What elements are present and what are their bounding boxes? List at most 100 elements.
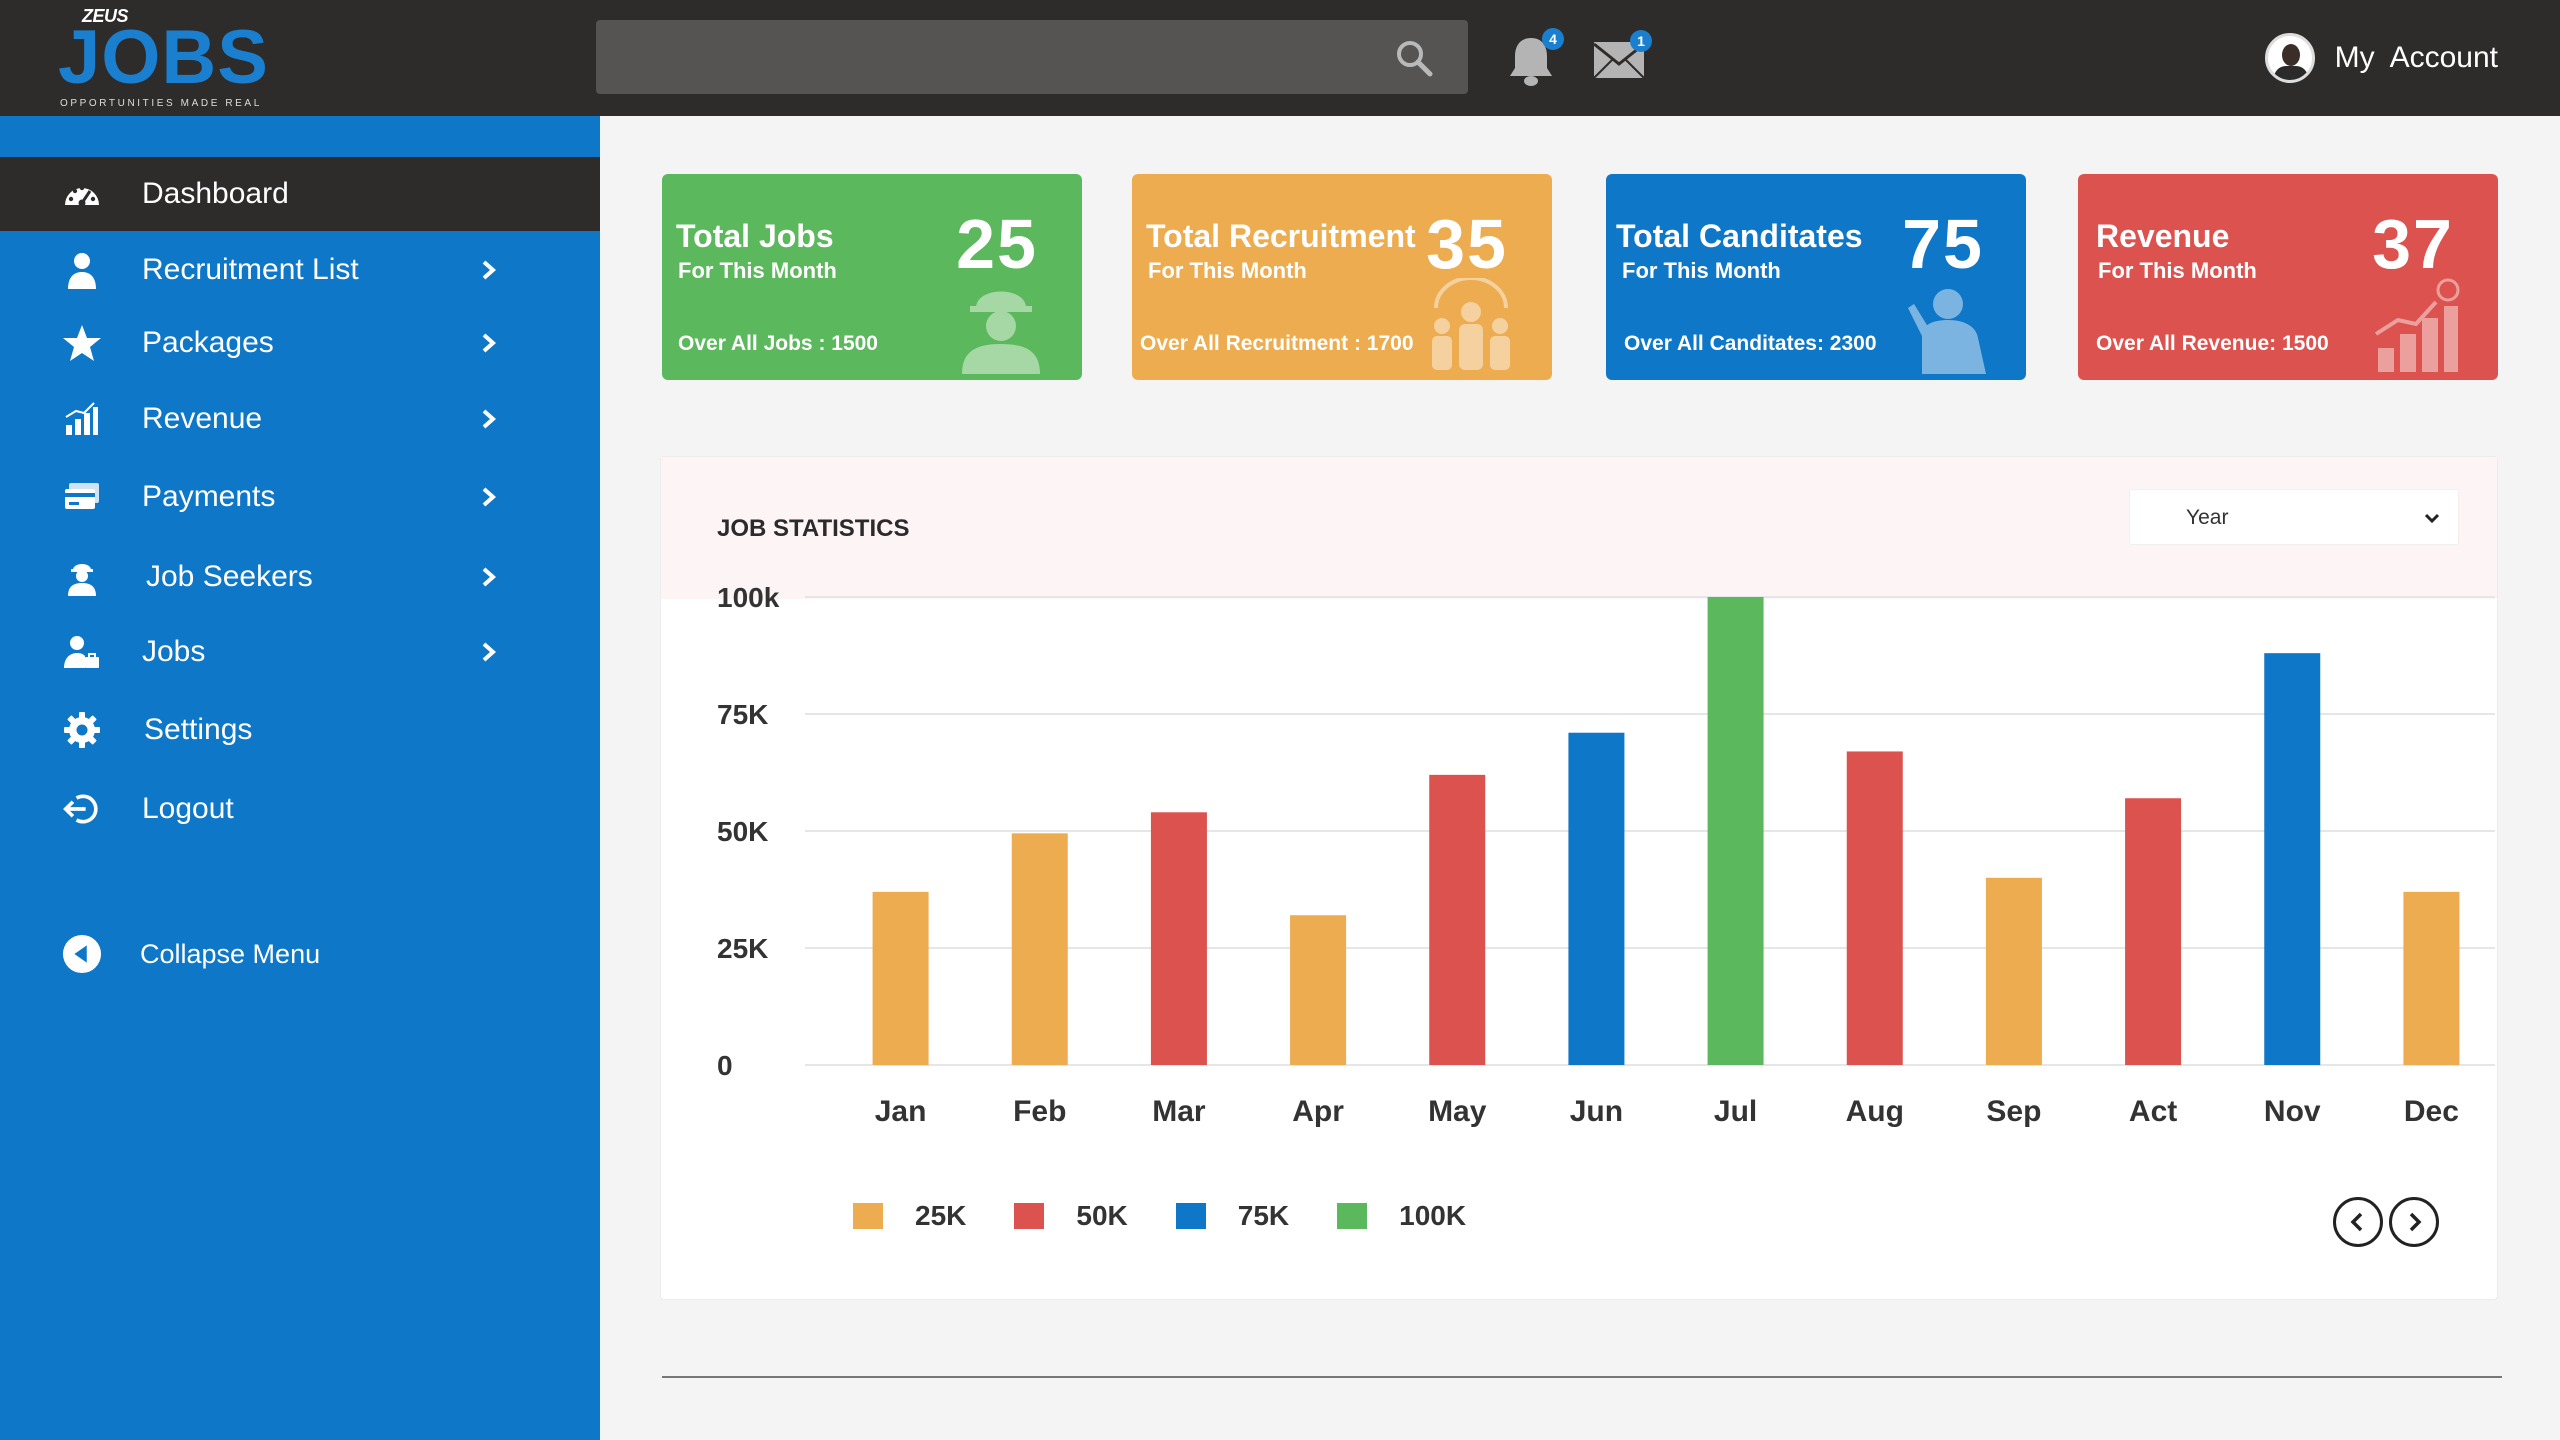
- card-footer: Over All Jobs : 1500: [678, 332, 878, 355]
- collapse-arrow-icon: [62, 934, 102, 974]
- messages-button[interactable]: 1: [1592, 30, 1652, 82]
- chart-bar: [2264, 653, 2321, 1065]
- bar-chart-icon: [62, 399, 102, 439]
- chevron-left-icon: [2350, 1212, 2363, 1232]
- sidebar-item-logout[interactable]: Logout: [0, 772, 600, 846]
- chart-bar: [1290, 915, 1347, 1065]
- x-tick-label: Dec: [2404, 1095, 2459, 1128]
- chevron-down-icon: [2424, 513, 2440, 524]
- chart-bar: [1150, 812, 1207, 1065]
- star-icon: [62, 323, 102, 363]
- x-tick-label: May: [1428, 1095, 1487, 1128]
- legend-item: 75K: [1175, 1200, 1289, 1232]
- brand-logo[interactable]: ZEUS JOBS OPPORTUNITIES MADE REAL: [58, 6, 268, 112]
- avatar[interactable]: [2264, 33, 2315, 83]
- card-title: Total Canditates: [1616, 218, 1863, 254]
- notification-count-badge: 4: [1542, 28, 1564, 50]
- sidebar-item-label: Settings: [144, 713, 253, 746]
- card-value: 25: [956, 205, 1038, 283]
- search-icon[interactable]: [1394, 38, 1434, 78]
- chevron-right-icon: [482, 567, 497, 587]
- legend-swatch: [1337, 1203, 1368, 1229]
- sidebar-item-job-seekers[interactable]: Job Seekers: [0, 540, 600, 614]
- sidebar-item-settings[interactable]: Settings: [0, 693, 600, 767]
- chart-bar: [1707, 597, 1764, 1065]
- sidebar-item-recruitment-list[interactable]: Recruitment List: [0, 233, 600, 307]
- collapse-menu-label: Collapse Menu: [140, 938, 321, 969]
- x-tick-label: Act: [2129, 1095, 2177, 1128]
- card-subtitle: For This Month: [2098, 258, 2257, 283]
- message-count-badge: 1: [1630, 30, 1652, 52]
- sidebar-item-jobs[interactable]: Jobs: [0, 615, 600, 689]
- legend-item: 50K: [1014, 1200, 1128, 1232]
- brand-tagline: OPPORTUNITIES MADE REAL: [60, 98, 262, 109]
- legend-label: 100K: [1399, 1200, 1467, 1231]
- revenue-card[interactable]: Revenue For This Month 37 Over All Reven…: [2078, 174, 2498, 380]
- sidebar-item-label: Revenue: [142, 402, 263, 435]
- sidebar-item-payments[interactable]: Payments: [0, 460, 600, 534]
- collapse-menu-button[interactable]: Collapse Menu: [0, 917, 600, 991]
- period-select[interactable]: Year: [2129, 489, 2459, 545]
- sidebar-spacer: [0, 116, 600, 157]
- x-tick-label: Jan: [875, 1095, 927, 1128]
- user-icon: [62, 250, 102, 290]
- worker-icon: [62, 557, 102, 597]
- chart-bar: [1568, 732, 1625, 1065]
- total-candidates-card[interactable]: Total Canditates For This Month 75 Over …: [1606, 174, 2026, 380]
- y-tick-label: 25K: [717, 933, 768, 964]
- x-tick-label: Aug: [1846, 1095, 1904, 1128]
- sidebar-item-label: Jobs: [142, 635, 206, 668]
- legend-label: 50K: [1076, 1200, 1128, 1231]
- x-tick-label: Jul: [1714, 1095, 1757, 1128]
- sidebar-item-revenue[interactable]: Revenue: [0, 382, 600, 456]
- y-tick-label: 50K: [717, 816, 768, 847]
- y-tick-label: 75K: [717, 699, 768, 730]
- y-tick-label: 100k: [717, 582, 780, 613]
- card-footer: Over All Revenue: 1500: [2096, 332, 2329, 355]
- bell-icon: [1510, 38, 1552, 86]
- sidebar-item-label: Job Seekers: [146, 560, 313, 593]
- sidebar-item-label: Recruitment List: [142, 253, 359, 286]
- card-subtitle: For This Month: [678, 258, 837, 283]
- sidebar-item-label: Logout: [142, 792, 234, 825]
- brand-small-text: ZEUS: [82, 6, 129, 26]
- account-menu[interactable]: My Account: [2264, 30, 2498, 86]
- card-subtitle: For This Month: [1622, 258, 1781, 283]
- sidebar-item-dashboard[interactable]: Dashboard: [0, 157, 600, 231]
- legend-item: 25K: [853, 1200, 966, 1232]
- chevron-right-icon: [482, 260, 497, 280]
- chart-bar: [2125, 798, 2182, 1065]
- y-tick-label: 0: [717, 1050, 733, 1081]
- search-input[interactable]: [596, 20, 1468, 94]
- legend-swatch: [853, 1203, 883, 1229]
- notifications-button[interactable]: 4: [1506, 28, 1564, 88]
- job-statistics-panel: JOB STATISTICS Year 0 25K 50K 75K 100k Jan Feb…: [660, 456, 2498, 1300]
- top-bar: ZEUS JOBS OPPORTUNITIES MADE REAL 4 1 My…: [0, 0, 2560, 116]
- next-page-button[interactable]: [2389, 1197, 2439, 1247]
- dashboard-gauge-icon: [62, 174, 102, 214]
- panel-title: JOB STATISTICS: [717, 515, 910, 542]
- card-value: 75: [1902, 205, 1984, 283]
- revenue-growth-icon: [2374, 278, 2460, 372]
- x-tick-label: Apr: [1292, 1095, 1344, 1128]
- previous-page-button[interactable]: [2333, 1197, 2383, 1247]
- legend-swatch: [1014, 1203, 1045, 1229]
- brand-name: JOBS: [58, 15, 269, 100]
- x-tick-label: Mar: [1152, 1095, 1206, 1128]
- total-jobs-card[interactable]: Total Jobs For This Month 25 Over All Jo…: [662, 174, 1082, 380]
- total-recruitment-card[interactable]: Total Recruitment For This Month 35 Over…: [1132, 174, 1552, 380]
- sidebar-item-label: Dashboard: [142, 177, 289, 210]
- x-tick-label: Feb: [1013, 1095, 1066, 1128]
- sidebar-item-packages[interactable]: Packages: [0, 306, 600, 380]
- x-tick-label: Nov: [2264, 1095, 2321, 1128]
- group-icon: [1432, 278, 1510, 370]
- chart-bar: [1985, 877, 2042, 1065]
- sidebar-item-label: Packages: [142, 326, 274, 359]
- card-title: Revenue: [2096, 218, 2230, 254]
- card-value: 37: [2372, 205, 2454, 283]
- sidebar-item-label: Payments: [142, 480, 276, 513]
- card-title: Total Recruitment: [1146, 218, 1416, 254]
- footer-divider: [662, 1376, 2502, 1378]
- card-value: 35: [1426, 205, 1508, 283]
- chevron-right-icon: [482, 487, 497, 507]
